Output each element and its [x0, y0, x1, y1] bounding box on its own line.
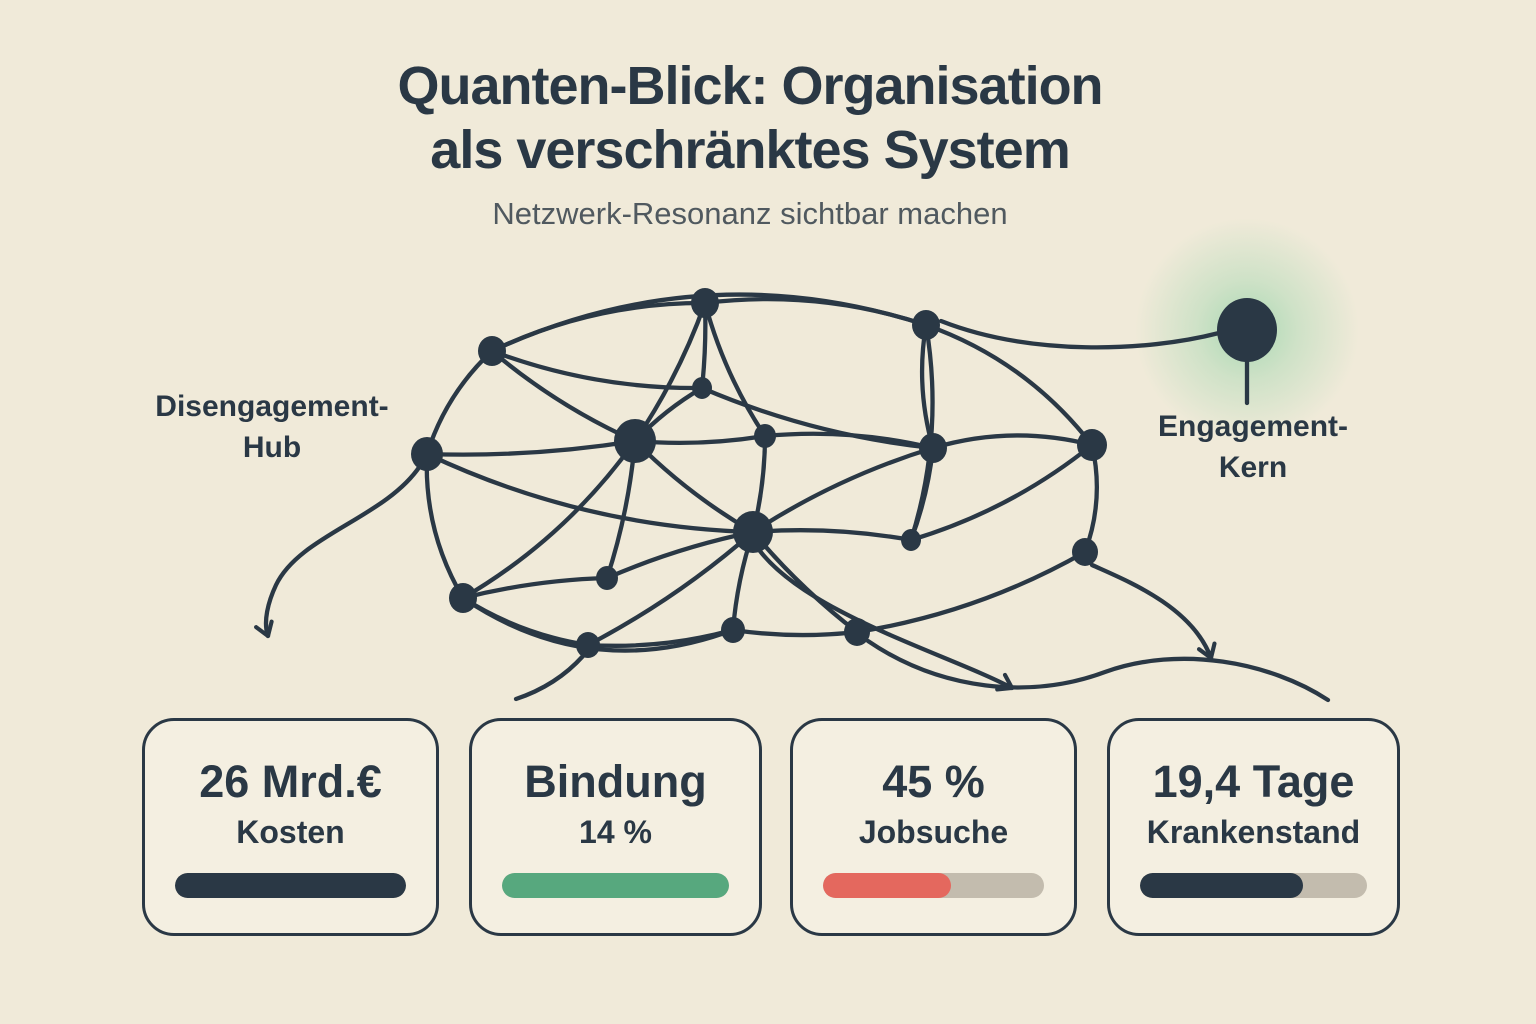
- disengagement-hub-label: Disengagement- Hub: [102, 386, 442, 468]
- stat-caption: Krankenstand: [1146, 814, 1361, 850]
- network-edge: [489, 348, 638, 444]
- network-edge: [632, 300, 708, 444]
- stat-value: 19,4 Tage: [1152, 756, 1355, 807]
- network-node: [721, 617, 745, 643]
- network-edge: [585, 627, 736, 648]
- network-curve: [513, 653, 586, 702]
- network-edge: [730, 627, 860, 638]
- network-node: [411, 437, 443, 471]
- stat-value: 26 Mrd.€: [199, 756, 382, 807]
- network-edge: [908, 442, 1095, 543]
- flow-arrow: [757, 548, 1015, 692]
- network-edge: [424, 438, 638, 457]
- stat-bar-track: [823, 873, 1044, 898]
- stat-card-jobsuche: 45 % Jobsuche: [790, 718, 1077, 936]
- network-curve: [938, 318, 1222, 350]
- network-node: [576, 632, 600, 658]
- network-node: [596, 566, 618, 590]
- network-edge: [489, 348, 705, 391]
- network-node: [1077, 429, 1107, 461]
- network-node: [901, 529, 921, 551]
- network-edge: [424, 451, 466, 601]
- network-edge: [702, 300, 768, 439]
- network-edge: [460, 438, 638, 601]
- network-node: [449, 583, 477, 613]
- page-title-line2: als verschränktes System: [430, 120, 1070, 180]
- network-curve: [865, 638, 1331, 703]
- network-edge: [604, 529, 756, 581]
- network-edge: [460, 595, 591, 648]
- header: Quanten-Blick: Organisation als verschrä…: [0, 54, 1500, 232]
- stat-value: Bindung: [524, 756, 707, 807]
- engagement-kern-node: [1217, 298, 1277, 362]
- stat-card-bindung: Bindung 14 %: [469, 718, 762, 936]
- stat-bar-fill: [502, 873, 729, 898]
- stat-caption: 14 %: [579, 814, 652, 850]
- network-edge: [424, 451, 756, 535]
- hub-label-line1: Disengagement-: [155, 390, 389, 423]
- network-edge: [489, 300, 708, 354]
- kern-label-line1: Engagement-: [1157, 410, 1349, 443]
- network-node: [919, 433, 947, 463]
- stat-caption: Jobsuche: [858, 814, 1009, 850]
- network-edge: [923, 322, 1095, 448]
- network-node: [478, 336, 506, 366]
- page-subtitle: Netzwerk-Resonanz sichtbar machen: [492, 196, 1008, 231]
- network-node: [614, 419, 656, 463]
- stat-card-krankenstand: 19,4 Tage Krankenstand: [1107, 718, 1400, 936]
- network-edge: [632, 438, 756, 535]
- network-edge: [762, 431, 936, 451]
- network-edge: [854, 549, 1088, 635]
- hub-label-line2: Hub: [242, 431, 302, 464]
- network-edge: [460, 575, 610, 601]
- network-node: [692, 377, 712, 399]
- network-node: [733, 511, 773, 553]
- stat-bar-track: [1140, 873, 1367, 898]
- network-node: [1072, 538, 1098, 566]
- stat-bar-fill: [175, 873, 406, 898]
- network-edge: [750, 529, 860, 635]
- stat-caption: Kosten: [236, 814, 345, 850]
- flow-arrow: [254, 463, 423, 639]
- stat-bar-track: [175, 873, 406, 898]
- network-edge: [699, 385, 936, 451]
- network-edge: [585, 529, 756, 648]
- flow-arrow: [1089, 562, 1217, 661]
- engagement-kern-label: Engagement- Kern: [1083, 406, 1423, 488]
- stat-card-kosten: 26 Mrd.€ Kosten: [142, 718, 439, 936]
- network-edge: [702, 297, 929, 328]
- page-title-line1: Quanten-Blick: Organisation: [397, 56, 1103, 116]
- stat-bar-fill: [1140, 873, 1304, 898]
- network-edge: [750, 445, 936, 535]
- stat-value: 45 %: [882, 756, 985, 807]
- stat-bar-fill: [823, 873, 952, 898]
- network-edge: [750, 528, 914, 543]
- network-node: [844, 618, 870, 646]
- network-node: [912, 310, 940, 340]
- network-edge: [930, 433, 1095, 451]
- stat-bar-track: [502, 873, 729, 898]
- network-node: [691, 288, 719, 318]
- network-node: [754, 424, 776, 448]
- kern-label-line2: Kern: [1218, 451, 1288, 484]
